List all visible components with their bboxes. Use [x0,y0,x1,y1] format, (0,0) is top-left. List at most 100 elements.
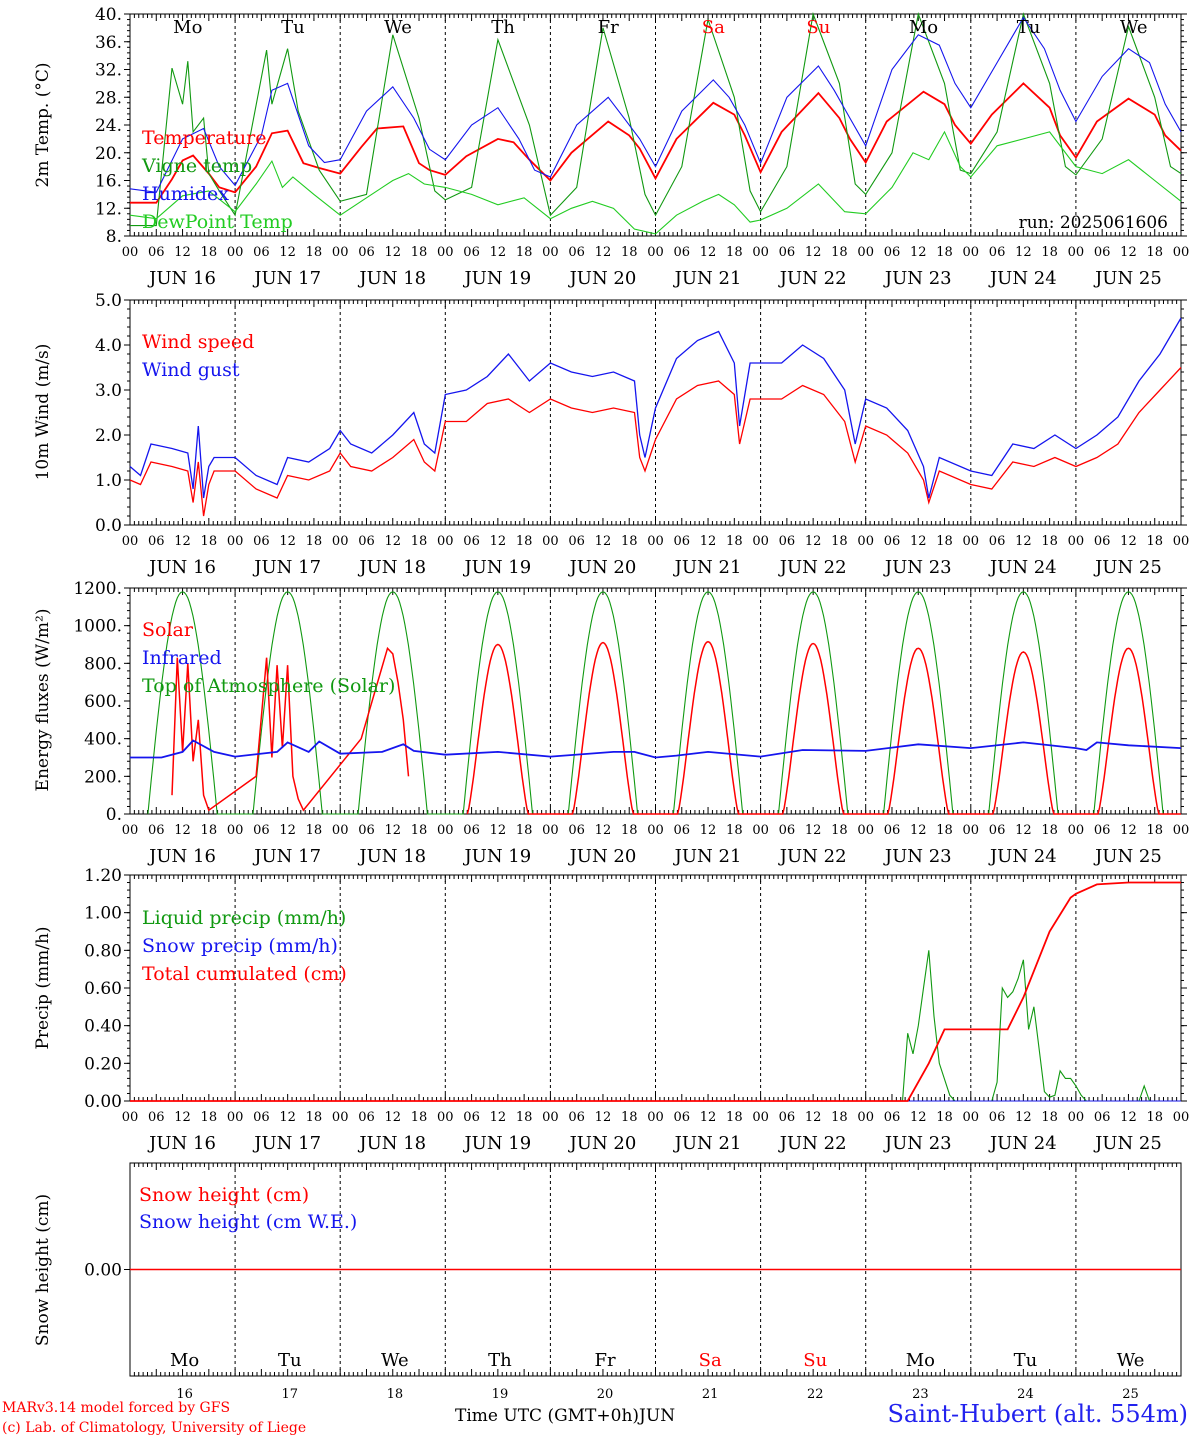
legend-entry: Solar [142,619,194,641]
x-hour-label: 12 [174,823,191,838]
x-hour-label: 00 [1068,823,1085,838]
x-hour-label: 00 [227,823,244,838]
x-hour-label: 00 [227,245,244,260]
x-hour-label: 18 [411,245,428,260]
x-hour-label: 06 [989,245,1006,260]
y-tick-label: 4.0 [95,336,122,356]
x-hour-label: 12 [174,245,191,260]
credit-line-2: (c) Lab. of Climatology, University of L… [2,1420,307,1436]
x-date-label: JUN 24 [988,1133,1057,1154]
x-date-label: JUN 19 [462,1133,531,1154]
x-hour-label: 06 [358,1110,375,1125]
x-date-label: JUN 17 [252,1133,321,1154]
y-axis-label: 10m Wind (m/s) [33,344,53,481]
x-hour-label: 06 [1094,245,1111,260]
x-date-label: JUN 19 [462,557,531,578]
x-hour-label: 12 [384,245,401,260]
x-hour-label: 12 [805,534,822,549]
x-hour-label: 06 [779,1110,796,1125]
x-hour-label: 00 [647,534,664,549]
x-hour-label: 00 [1173,823,1190,838]
weekday-label: Mo [906,1350,935,1371]
x-date-label: JUN 24 [988,846,1057,867]
y-axis-label: 2m Temp. (°C) [33,62,53,187]
x-hour-label: 12 [1120,1110,1137,1125]
panel-3: 1200. 1000. 800. 600. 400. 200. 0. Energy fluxe… [33,579,1189,867]
y-tick-label: 0.60 [84,979,122,999]
x-hour-label: 18 [726,534,743,549]
day-number-label: 22 [807,1387,824,1402]
x-date-label: JUN 22 [778,268,847,289]
x-hour-label: 12 [805,1110,822,1125]
x-hour-label: 00 [437,1110,454,1125]
x-hour-label: 18 [411,1110,428,1125]
weekday-label: We [1117,1350,1145,1371]
y-tick-label: 1.20 [84,866,122,886]
x-date-label: JUN 23 [883,268,952,289]
x-hour-label: 00 [332,534,349,549]
weekday-label: Mo [909,17,938,38]
weekday-label: Tu [1014,1350,1038,1371]
x-hour-label: 06 [568,245,585,260]
x-hour-label: 06 [779,245,796,260]
x-hour-label: 12 [910,534,927,549]
x-date-label: JUN 17 [252,846,321,867]
y-tick-label: 32. [95,61,122,81]
x-date-label: JUN 18 [357,268,426,289]
panel-2: 5.0 4.0 3.0 2.0 1.0 0.0 10m Wind (m/s) 00 06 12 18… [33,291,1189,578]
x-hour-label: 12 [1120,245,1137,260]
x-hour-label: 18 [726,1110,743,1125]
y-tick-label: 8. [106,227,122,247]
x-date-label: JUN 19 [462,846,531,867]
y-tick-label: 1.00 [84,904,122,924]
x-hour-label: 12 [279,823,296,838]
x-hour-label: 12 [279,1110,296,1125]
x-hour-label: 18 [411,823,428,838]
y-tick-label: 0.80 [84,941,122,961]
legend-entry: Infrared [142,647,222,669]
x-hour-label: 18 [831,823,848,838]
legend-entry: Snow precip (mm/h) [142,935,338,957]
x-hour-label: 00 [542,534,559,549]
x-hour-label: 18 [516,1110,533,1125]
x-hour-label: 18 [726,245,743,260]
x-date-label: JUN 16 [147,268,216,289]
x-hour-label: 06 [568,823,585,838]
y-axis-label: Precip (mm/h) [33,926,53,1049]
y-tick-label: 5.0 [95,291,122,311]
x-hour-label: 00 [752,823,769,838]
y-tick-label: 0.20 [84,1054,122,1074]
y-tick-label: 0.00 [84,1261,122,1281]
x-hour-label: 12 [910,1110,927,1125]
x-hour-label: 06 [1094,823,1111,838]
y-tick-label: 20. [95,144,122,164]
x-hour-label: 18 [1146,245,1163,260]
day-number-label: 17 [281,1387,298,1402]
x-hour-label: 00 [542,1110,559,1125]
x-hour-label: 06 [463,1110,480,1125]
x-hour-label: 12 [910,823,927,838]
x-hour-label: 18 [621,245,638,260]
x-hour-label: 06 [674,534,691,549]
legend-entry: Temperature [142,127,266,149]
x-date-label: JUN 21 [673,846,742,867]
x-hour-label: 06 [884,823,901,838]
series-line [129,317,1182,499]
y-tick-label: 3.0 [95,381,122,401]
x-hour-label: 18 [201,534,218,549]
x-hour-label: 18 [621,823,638,838]
day-number-label: 24 [1017,1387,1034,1402]
weekday-label: Fr [595,1350,616,1371]
x-hour-label: 12 [595,1110,612,1125]
x-date-label: JUN 16 [147,557,216,578]
x-hour-label: 18 [936,534,953,549]
x-hour-label: 18 [831,534,848,549]
x-hour-label: 06 [779,823,796,838]
series-line [130,881,1181,1102]
x-date-label: JUN 21 [673,268,742,289]
x-hour-label: 12 [595,823,612,838]
x-hour-label: 18 [201,245,218,260]
x-date-label: JUN 18 [357,846,426,867]
x-hour-label: 06 [989,1110,1006,1125]
x-hour-label: 18 [621,534,638,549]
